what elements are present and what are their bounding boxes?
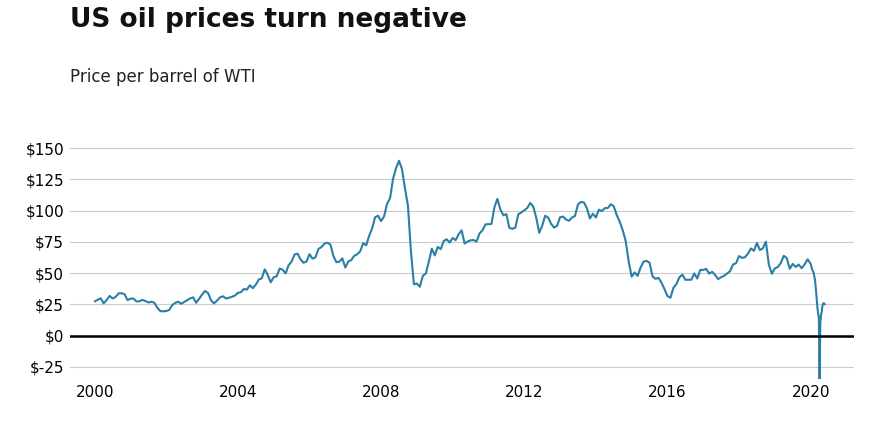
Text: Price per barrel of WTI: Price per barrel of WTI <box>70 68 255 85</box>
Text: US oil prices turn negative: US oil prices turn negative <box>70 7 467 33</box>
